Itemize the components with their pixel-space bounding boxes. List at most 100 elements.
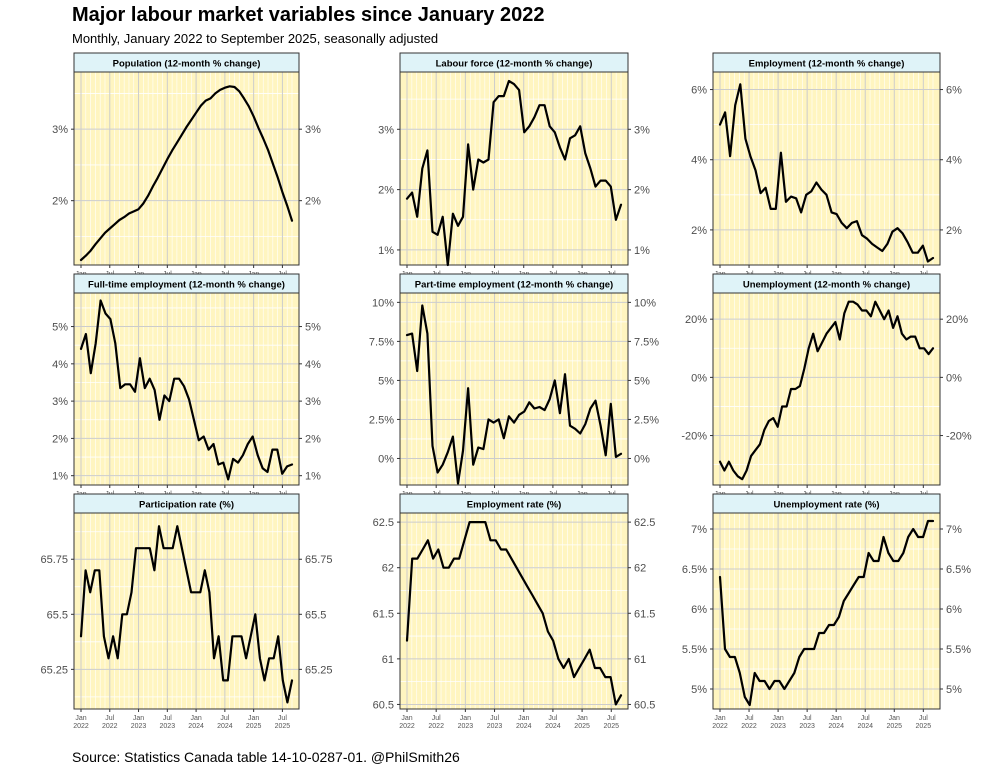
- y-tick-label-left: 65.5: [47, 609, 68, 621]
- x-tick-label-month: Jul: [490, 715, 499, 722]
- x-tick-label-month: Jan: [576, 715, 587, 722]
- y-tick-label-right: 61.5: [634, 608, 655, 620]
- panel-4: Full-time employment (12-month % change)…: [52, 273, 321, 506]
- panel-border: [399, 512, 629, 710]
- y-tick-label-right: 10%: [634, 297, 656, 309]
- x-tick-label-year: 2023: [458, 723, 474, 730]
- y-tick-label-right: 1%: [305, 471, 321, 483]
- panel-title: Full-time employment (12-month % change): [88, 280, 285, 291]
- series-line: [405, 79, 623, 267]
- y-tick-label-right: 65.25: [305, 664, 333, 676]
- series-line: [718, 83, 935, 263]
- x-tick-label-month: Jul: [163, 715, 172, 722]
- x-tick-label-year: 2023: [131, 723, 147, 730]
- panel-title: Employment (12-month % change): [749, 59, 905, 70]
- panel-8: Employment rate (%)Jan2022Jul2022Jan2023…: [373, 493, 655, 730]
- panel-title: Labour force (12-month % change): [436, 59, 593, 70]
- y-tick-label-left: 2%: [52, 433, 68, 445]
- panel-title: Unemployment (12-month % change): [743, 280, 910, 291]
- y-tick-label-right: 62.5: [634, 517, 655, 529]
- x-tick-label-year: 2025: [603, 723, 619, 730]
- y-tick-label-right: 3%: [305, 396, 321, 408]
- y-tick-label-right: 65.5: [305, 609, 326, 621]
- panel-border: [712, 292, 941, 486]
- panel-title: Part-time employment (12-month % change): [415, 280, 613, 291]
- x-tick-label-year: 2024: [217, 723, 233, 730]
- y-tick-label-right: 1%: [634, 245, 650, 257]
- y-tick-label-left: 2.5%: [369, 414, 394, 426]
- x-tick-label-year: 2025: [574, 723, 590, 730]
- y-tick-label-left: 7%: [691, 524, 707, 536]
- y-tick-label-left: 2%: [691, 225, 707, 237]
- panel-5: Part-time employment (12-month % change)…: [369, 273, 659, 506]
- x-tick-label-year: 2022: [741, 723, 757, 730]
- x-tick-label-month: Jan: [831, 715, 842, 722]
- x-tick-label-year: 2022: [102, 723, 118, 730]
- y-tick-label-left: 2%: [378, 185, 394, 197]
- chart-subtitle: Monthly, January 2022 to September 2025,…: [72, 31, 439, 46]
- y-tick-label-right: 3%: [634, 124, 650, 136]
- x-tick-label-month: Jan: [190, 715, 201, 722]
- x-tick-label-year: 2022: [428, 723, 444, 730]
- x-tick-label-month: Jul: [803, 715, 812, 722]
- y-tick-label-right: 6.5%: [946, 564, 971, 576]
- x-tick-label-month: Jan: [714, 715, 725, 722]
- panel-border: [73, 292, 300, 486]
- y-tick-label-left: 20%: [685, 314, 707, 326]
- y-tick-label-left: 10%: [372, 297, 394, 309]
- y-tick-label-right: 5.5%: [946, 644, 971, 656]
- panel-border: [73, 512, 300, 710]
- y-tick-label-right: 0%: [946, 372, 962, 384]
- x-tick-label-year: 2024: [857, 723, 873, 730]
- panel-1: Population (12-month % change)Jan2022Jul…: [52, 52, 321, 286]
- y-tick-label-left: 1%: [52, 471, 68, 483]
- x-tick-label-year: 2024: [188, 723, 204, 730]
- y-tick-label-left: 5.5%: [682, 644, 707, 656]
- y-tick-label-right: 2.5%: [634, 414, 659, 426]
- y-tick-label-right: 5%: [634, 375, 650, 387]
- panel-border: [399, 71, 629, 266]
- y-tick-label-left: 4%: [52, 359, 68, 371]
- x-tick-label-month: Jul: [919, 715, 928, 722]
- y-tick-label-right: 4%: [305, 359, 321, 371]
- panel-9: Unemployment rate (%)Jan2022Jul2022Jan20…: [682, 493, 971, 730]
- x-tick-label-year: 2024: [516, 723, 532, 730]
- x-tick-label-year: 2025: [246, 723, 262, 730]
- panel-title: Unemployment rate (%): [773, 500, 879, 511]
- panel-border: [399, 292, 629, 486]
- x-tick-label-month: Jan: [75, 715, 86, 722]
- series-line: [79, 299, 294, 481]
- x-tick-label-month: Jan: [518, 715, 529, 722]
- y-tick-label-right: 2%: [305, 433, 321, 445]
- x-tick-label-month: Jan: [460, 715, 471, 722]
- panel-6: Unemployment (12-month % change)Jan2022J…: [681, 273, 972, 506]
- y-tick-label-left: 65.25: [40, 664, 68, 676]
- source-note: Source: Statistics Canada table 14-10-02…: [72, 749, 460, 765]
- series-line: [718, 519, 935, 707]
- x-tick-label-month: Jul: [548, 715, 557, 722]
- x-tick-label-year: 2023: [770, 723, 786, 730]
- series-line: [79, 85, 294, 262]
- x-tick-label-year: 2022: [399, 723, 415, 730]
- series-line: [718, 300, 935, 481]
- y-tick-label-left: 0%: [691, 372, 707, 384]
- y-tick-label-left: 3%: [52, 396, 68, 408]
- y-tick-label-left: 1%: [378, 245, 394, 257]
- x-tick-label-month: Jul: [105, 715, 114, 722]
- y-tick-label-right: 60.5: [634, 699, 655, 711]
- panel-title: Employment rate (%): [467, 500, 562, 511]
- series-line: [79, 525, 294, 704]
- panel-border: [73, 71, 300, 266]
- x-tick-label-year: 2023: [799, 723, 815, 730]
- x-tick-label-month: Jul: [861, 715, 870, 722]
- y-tick-label-left: 3%: [378, 124, 394, 136]
- x-tick-label-month: Jul: [432, 715, 441, 722]
- panel-border: [712, 71, 941, 266]
- panel-2: Labour force (12-month % change)Jan2022J…: [378, 52, 650, 286]
- x-tick-label-month: Jan: [889, 715, 900, 722]
- x-tick-label-month: Jan: [133, 715, 144, 722]
- x-tick-label-year: 2023: [487, 723, 503, 730]
- y-tick-label-right: 62: [634, 563, 646, 575]
- y-tick-label-left: 4%: [691, 155, 707, 167]
- x-tick-label-year: 2024: [828, 723, 844, 730]
